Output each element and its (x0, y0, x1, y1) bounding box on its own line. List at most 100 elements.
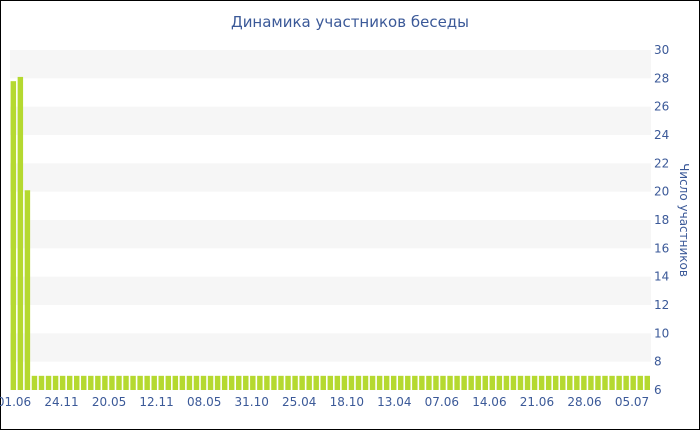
bar[interactable] (165, 375, 172, 390)
x-tick-label: 01.06 (0, 395, 31, 409)
bar[interactable] (595, 375, 601, 390)
bar[interactable] (560, 375, 566, 390)
bar[interactable] (616, 375, 622, 390)
bar[interactable] (123, 375, 129, 390)
bar[interactable] (461, 375, 467, 390)
bar[interactable] (419, 375, 425, 390)
bar[interactable] (214, 375, 221, 390)
bar[interactable] (454, 375, 460, 390)
bar[interactable] (144, 375, 150, 390)
bar[interactable] (588, 375, 594, 390)
bar[interactable] (179, 375, 186, 390)
bar[interactable] (567, 375, 573, 390)
bar[interactable] (306, 375, 312, 390)
bar[interactable] (623, 375, 629, 390)
bar[interactable] (496, 375, 503, 390)
bar[interactable] (88, 375, 94, 390)
bar[interactable] (74, 375, 80, 390)
bar[interactable] (109, 375, 115, 390)
bar[interactable] (545, 375, 552, 390)
bar[interactable] (130, 375, 136, 390)
bar[interactable] (405, 375, 411, 390)
bar[interactable] (24, 190, 31, 390)
bar[interactable] (355, 375, 362, 390)
bar[interactable] (52, 375, 59, 390)
bar[interactable] (221, 375, 228, 390)
bar[interactable] (81, 375, 87, 390)
bar[interactable] (292, 375, 298, 390)
bar[interactable] (489, 375, 496, 390)
bar[interactable] (271, 375, 277, 390)
bar[interactable] (362, 375, 369, 390)
bar[interactable] (517, 375, 524, 390)
bar[interactable] (341, 375, 348, 390)
bar[interactable] (200, 375, 207, 390)
bar[interactable] (31, 375, 38, 390)
bars (10, 76, 650, 391)
bar[interactable] (475, 375, 481, 390)
bar[interactable] (10, 81, 17, 391)
bar[interactable] (186, 375, 193, 390)
bar[interactable] (440, 375, 446, 390)
bar[interactable] (581, 375, 587, 390)
bar[interactable] (390, 375, 397, 390)
bar[interactable] (524, 375, 531, 390)
bar[interactable] (228, 375, 235, 390)
bar[interactable] (531, 375, 538, 390)
bar[interactable] (95, 375, 101, 390)
bar[interactable] (17, 76, 24, 391)
bar[interactable] (257, 375, 263, 390)
bar[interactable] (59, 375, 66, 390)
bar[interactable] (236, 375, 242, 390)
bar[interactable] (250, 375, 256, 390)
bar[interactable] (45, 375, 52, 390)
bar[interactable] (102, 375, 108, 390)
bar[interactable] (137, 375, 143, 390)
bar[interactable] (116, 375, 122, 390)
x-tick-label: 20.05 (92, 395, 126, 409)
bar[interactable] (609, 375, 615, 390)
bar[interactable] (320, 375, 326, 390)
y-tick-label: 20 (654, 185, 669, 199)
bar[interactable] (644, 375, 650, 390)
bar[interactable] (158, 375, 164, 390)
y-tick-label: 6 (654, 383, 662, 397)
bar[interactable] (447, 375, 453, 390)
bar[interactable] (151, 375, 157, 390)
bar[interactable] (510, 375, 517, 390)
bar[interactable] (602, 375, 608, 390)
y-tick-label: 16 (654, 241, 669, 255)
bar[interactable] (193, 375, 200, 390)
bar[interactable] (383, 375, 390, 390)
bar[interactable] (264, 375, 270, 390)
bar[interactable] (369, 375, 376, 390)
bar[interactable] (482, 375, 488, 390)
bar[interactable] (334, 375, 341, 390)
bar[interactable] (38, 375, 45, 390)
bar[interactable] (468, 375, 474, 390)
bar[interactable] (376, 375, 383, 390)
bar[interactable] (538, 375, 545, 390)
bar[interactable] (637, 375, 643, 390)
bar[interactable] (398, 375, 404, 390)
bar[interactable] (552, 375, 559, 390)
bar[interactable] (66, 375, 73, 390)
bar[interactable] (348, 375, 355, 390)
bar[interactable] (285, 375, 291, 390)
bar[interactable] (503, 375, 510, 390)
bar[interactable] (299, 375, 305, 390)
x-tick-label: 14.06 (472, 395, 506, 409)
bar[interactable] (630, 375, 636, 390)
bar[interactable] (207, 375, 214, 390)
bar[interactable] (412, 375, 418, 390)
bar[interactable] (243, 375, 249, 390)
y-tick-label: 8 (654, 355, 662, 369)
bar[interactable] (278, 375, 284, 390)
bar[interactable] (327, 375, 334, 390)
bar[interactable] (426, 375, 432, 390)
bar[interactable] (574, 375, 580, 390)
bar[interactable] (313, 375, 319, 390)
bar[interactable] (433, 375, 439, 390)
bar[interactable] (172, 375, 179, 390)
